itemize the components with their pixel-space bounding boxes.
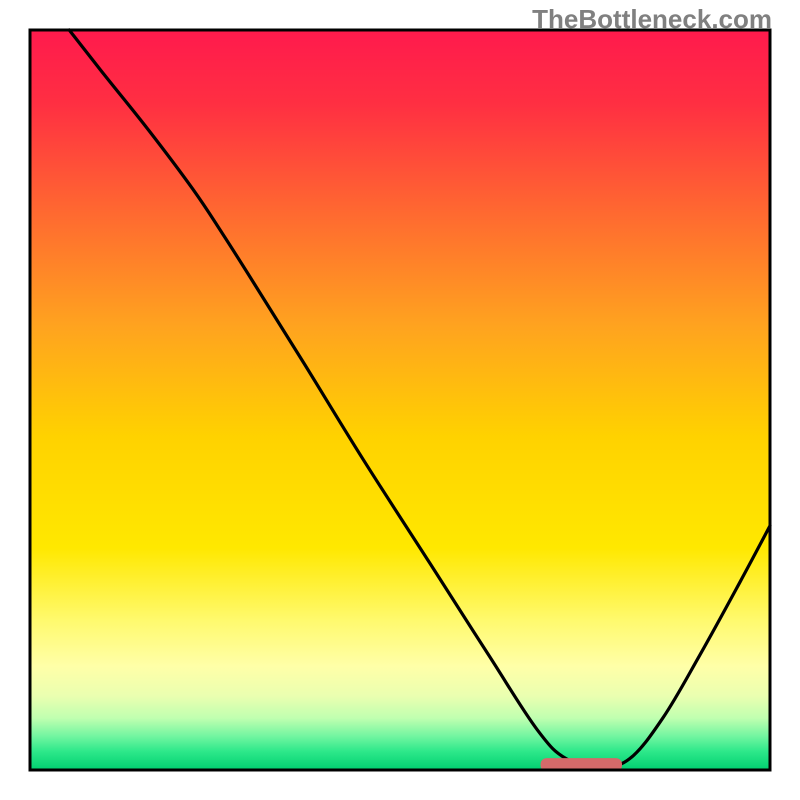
chart-container: TheBottleneck.com xyxy=(0,0,800,800)
chart-svg xyxy=(0,0,800,800)
gradient-background xyxy=(30,30,770,770)
watermark-text: TheBottleneck.com xyxy=(532,4,772,35)
